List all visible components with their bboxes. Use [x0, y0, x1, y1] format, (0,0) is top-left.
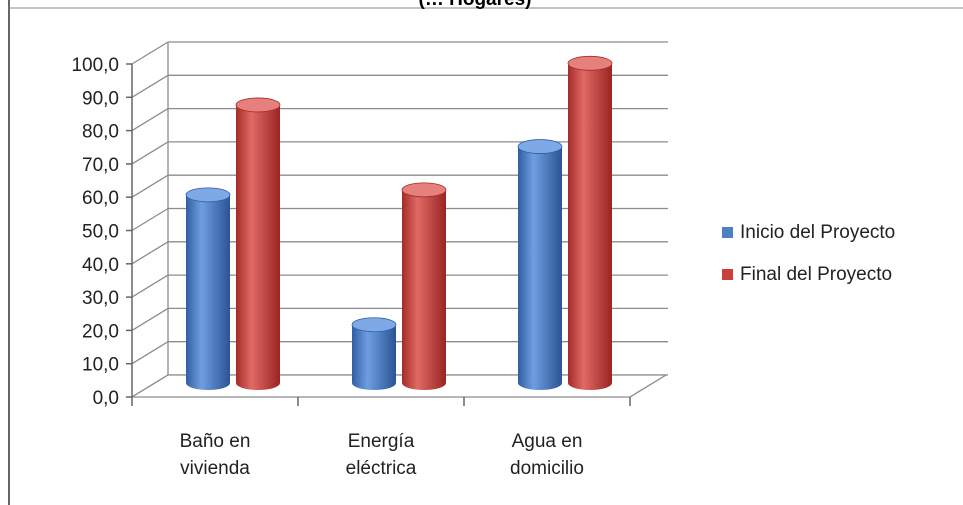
y-tick-label: 20,0	[82, 321, 119, 342]
y-tick-label: 60,0	[82, 188, 119, 209]
legend: Inicio del Proyecto Final del Proyecto	[722, 222, 895, 285]
bar-body	[402, 189, 446, 390]
bar	[185, 187, 231, 390]
bar-top	[351, 317, 397, 333]
bar-body	[236, 104, 280, 390]
y-tick-label: 40,0	[82, 255, 119, 276]
bars	[185, 55, 613, 390]
legend-entry: Inicio del Proyecto	[740, 222, 895, 243]
bar-top	[235, 97, 281, 113]
gridline-side	[131, 141, 169, 165]
gridline-side	[131, 241, 169, 265]
category-labels: Baño en vivienda Energía eléctrica Agua en do…	[180, 431, 584, 479]
gridline-side	[131, 207, 169, 232]
bar-top	[517, 139, 563, 154]
x-tick-label: Energía eléctrica	[346, 431, 417, 479]
y-tick-label: 0,0	[93, 388, 119, 409]
x-tick-label: Baño en vivienda	[180, 431, 251, 479]
bar-body	[518, 146, 562, 390]
gridline-side	[131, 307, 169, 331]
bar	[567, 55, 613, 390]
bar-body	[186, 194, 230, 390]
legend-swatch	[722, 227, 733, 238]
bar-top	[567, 55, 613, 71]
y-tick-label: 80,0	[82, 122, 119, 143]
bar-body	[352, 324, 396, 390]
y-tick-labels: 0,0 10,0 20,0 30,0 40,0 50,0 60,0 70,0 80,0 90,0 1…	[71, 55, 119, 409]
y-tick-label: 50,0	[82, 222, 119, 243]
bar	[401, 182, 447, 390]
y-tick-label: 100,0	[71, 55, 119, 76]
chart-title: (… Hogares)	[419, 0, 532, 10]
y-tick-label: 10,0	[82, 355, 119, 376]
legend-entry: Final del Proyecto	[740, 264, 892, 285]
gridline-side	[131, 174, 169, 198]
bar-top	[185, 187, 231, 203]
y-tick-label: 70,0	[82, 155, 119, 176]
gridline-side	[131, 274, 169, 298]
gridline-side	[131, 41, 169, 65]
y-tick-label: 90,0	[82, 88, 119, 109]
gridline-side	[131, 108, 169, 132]
bar	[517, 139, 563, 390]
gridline-side	[131, 341, 169, 365]
bar-body	[568, 63, 612, 390]
legend-swatch	[722, 269, 733, 280]
y-tick-label: 30,0	[82, 288, 119, 309]
gridline-side	[131, 74, 169, 98]
bar	[235, 97, 281, 390]
bar-top	[401, 182, 447, 198]
bar	[351, 317, 397, 390]
x-tick-label: Agua en domicilio	[510, 431, 584, 479]
